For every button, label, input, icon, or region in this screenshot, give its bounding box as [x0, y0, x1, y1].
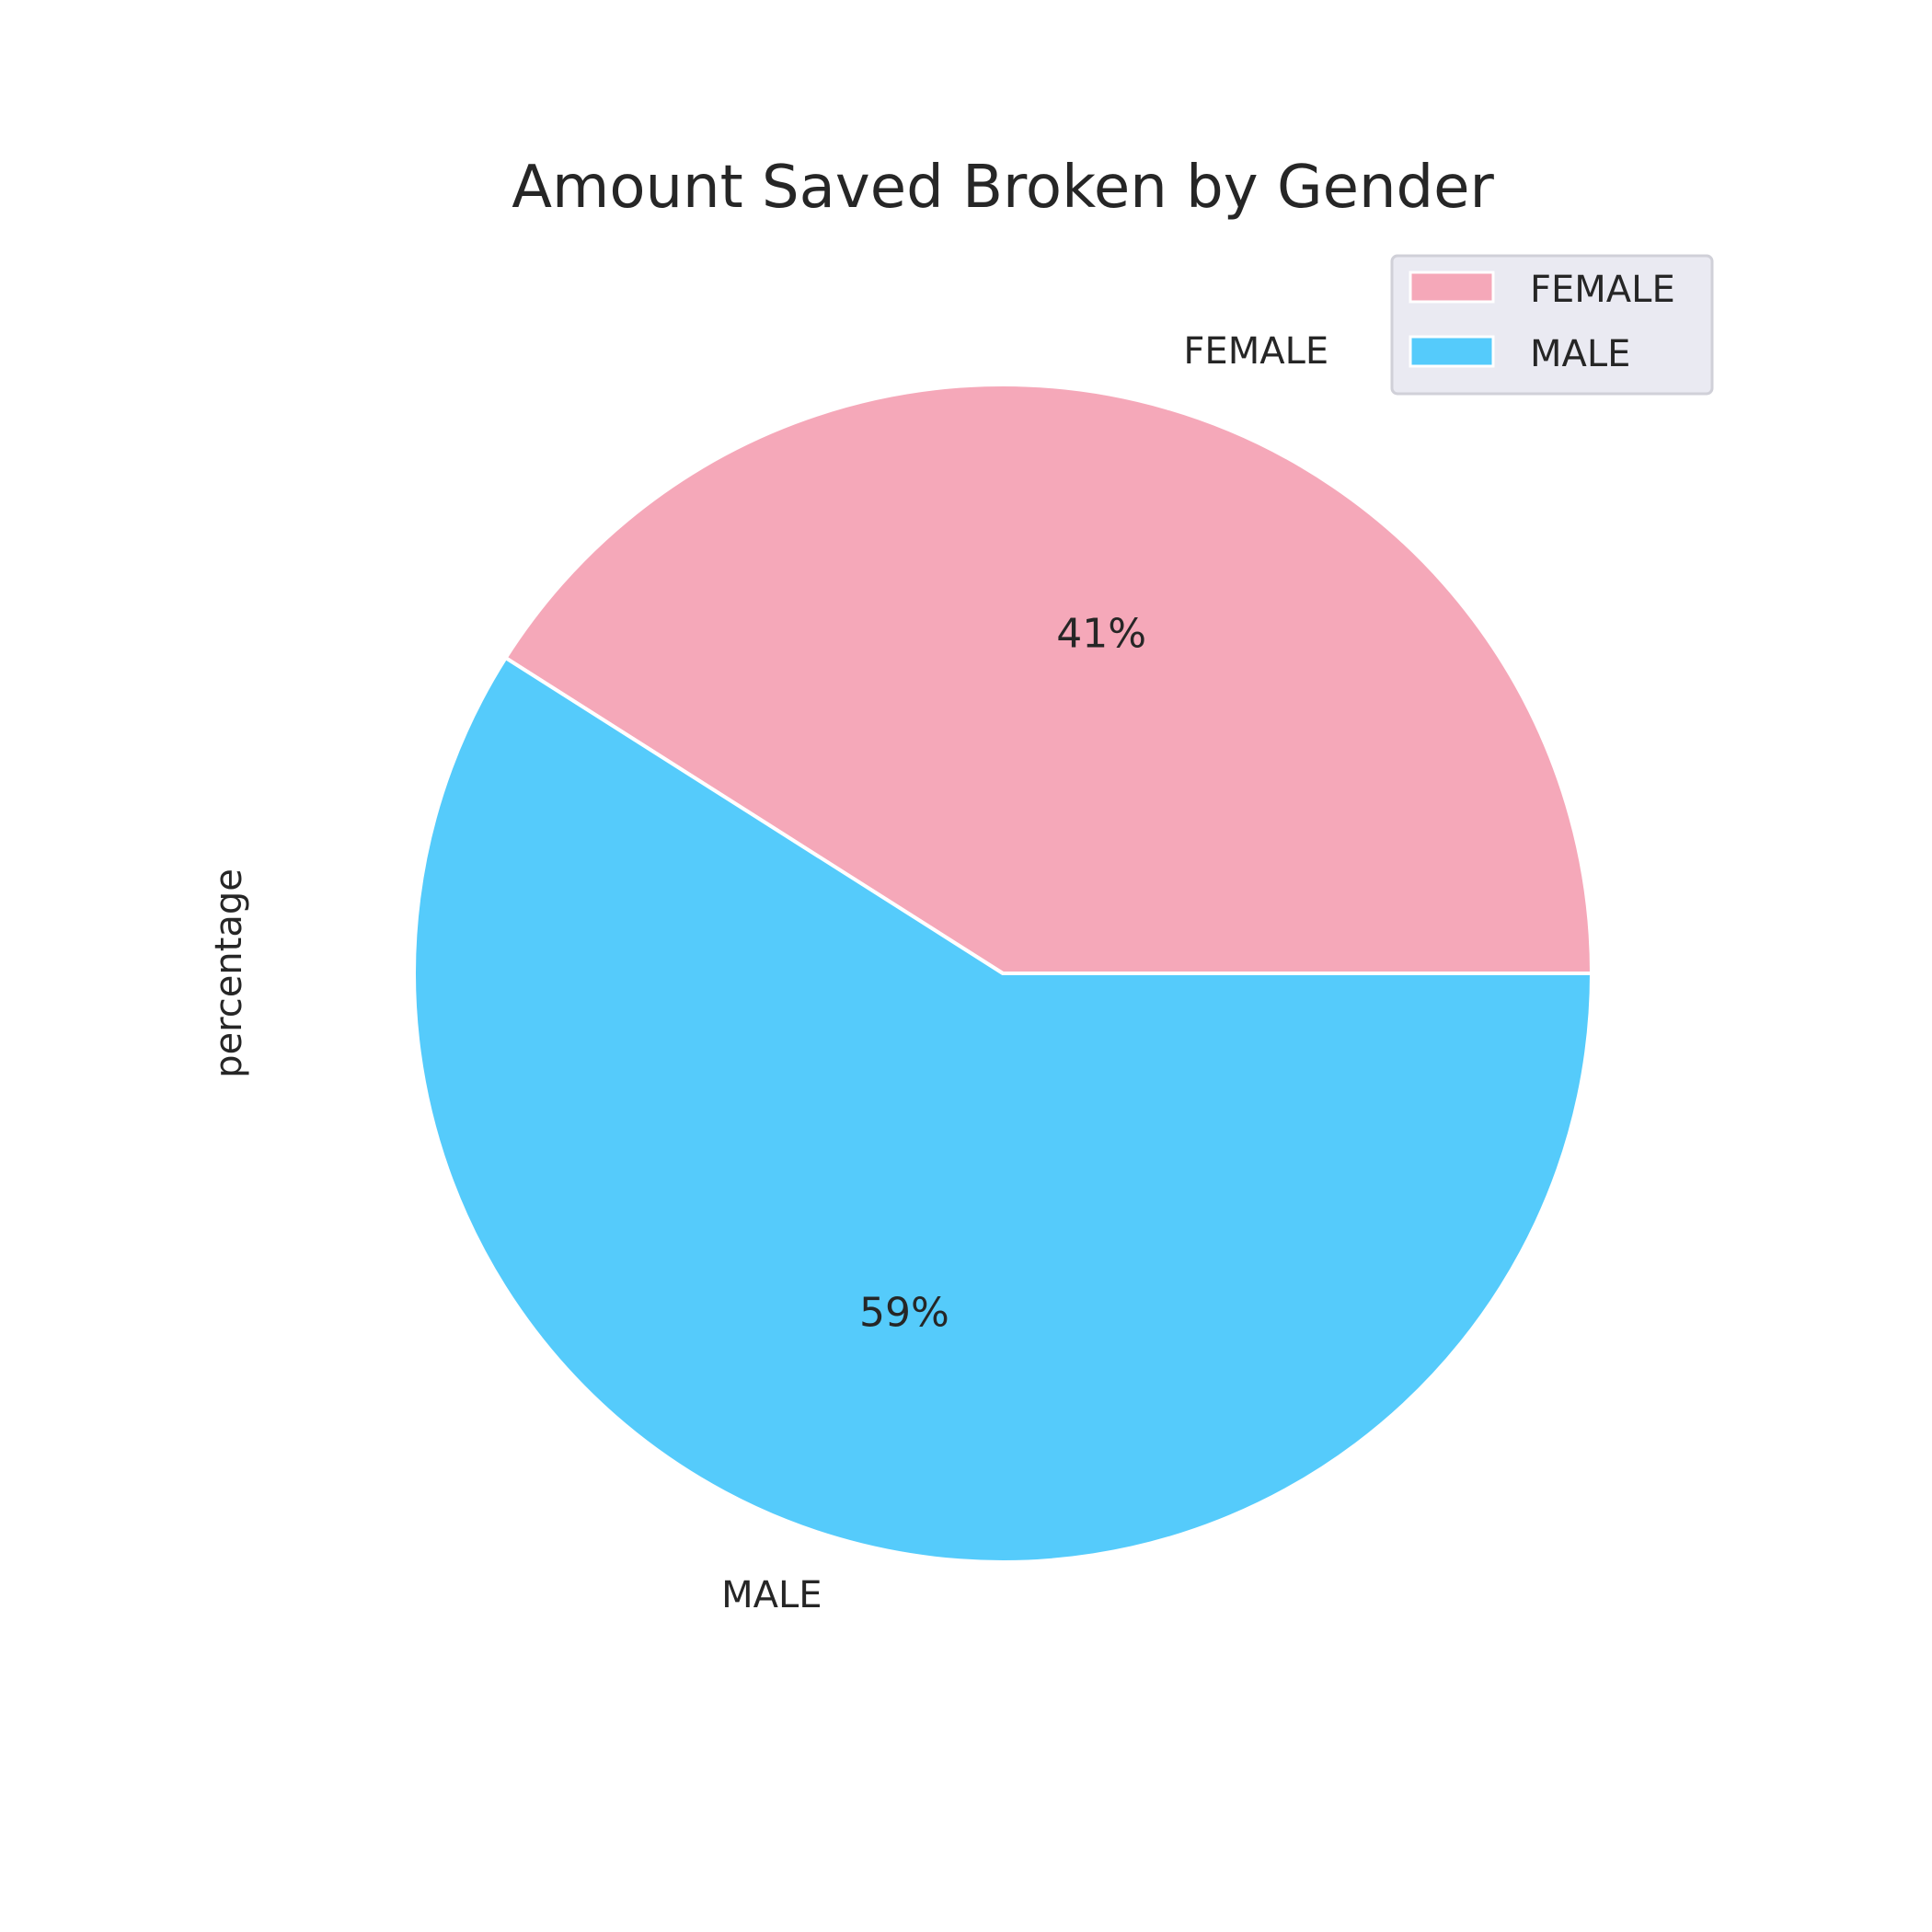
legend-swatch-female [1409, 270, 1495, 304]
pie-slices [412, 383, 1593, 1564]
chart-title: Amount Saved Broken by Gender [512, 154, 1494, 222]
legend-entry-female: FEMALE [1409, 269, 1675, 311]
pie-percent-label-male: 59% [859, 1289, 949, 1336]
pie-slice-female [503, 383, 1593, 975]
legend-label-female: FEMALE [1530, 269, 1675, 311]
pie-category-label-female: FEMALE [1183, 330, 1328, 373]
pie-labels: 41% FEMALE 59% MALE [721, 330, 1328, 1616]
legend-swatch-male [1409, 335, 1495, 368]
legend: FEMALE MALE [1390, 254, 1714, 396]
pie-slice-male [412, 656, 1593, 1564]
legend-entry-male: MALE [1409, 333, 1630, 375]
y-axis-label: percentage [208, 868, 250, 1078]
pie-category-label-male: MALE [721, 1574, 822, 1616]
legend-label-male: MALE [1530, 333, 1630, 375]
pie-percent-label-female: 41% [1056, 611, 1146, 658]
